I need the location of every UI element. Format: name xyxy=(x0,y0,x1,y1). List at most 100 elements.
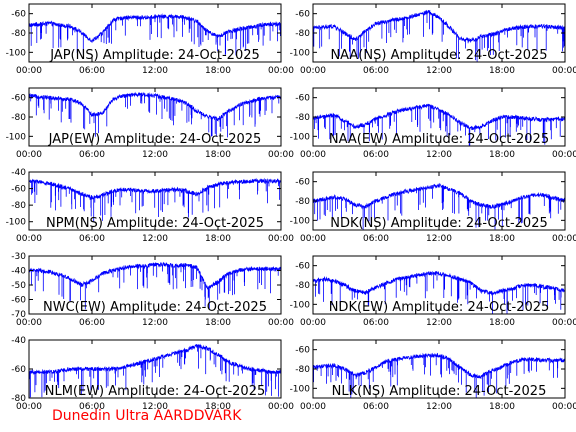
chart-title: NPM(NS) Amplitude: 24-Oct-2025 xyxy=(46,216,264,231)
amplitude-trace xyxy=(313,352,565,380)
y-tick-label: -80 xyxy=(11,201,26,211)
y-tick-label: -60 xyxy=(295,262,310,272)
y-tick-label: -80 xyxy=(295,365,310,375)
x-tick-label: 00:00 xyxy=(300,318,326,328)
x-tick-label: 18:00 xyxy=(489,402,515,412)
y-tick-label: -80 xyxy=(295,113,310,123)
x-tick-label: 06:00 xyxy=(363,318,389,328)
y-tick-label: -80 xyxy=(11,29,26,39)
x-tick-label: 18:00 xyxy=(205,150,231,160)
y-tick-label: -80 xyxy=(11,394,26,404)
amplitude-trace xyxy=(29,343,281,376)
x-tick-label: 12:00 xyxy=(426,150,452,160)
chart-panel: 00:00 06:00 12:00 18:00 00:00 -100 -80 -60 -40 NP… xyxy=(6,168,295,244)
x-tick-label: 00:00 xyxy=(300,66,326,76)
chart-panel: 00:00 06:00 12:00 18:00 00:00-80-60-40NLM(EW… xyxy=(11,336,294,412)
y-tick-label: -70 xyxy=(11,310,26,320)
x-tick-label: 00:00 xyxy=(300,150,326,160)
y-tick-label: -60 xyxy=(11,185,26,195)
amplitude-trace xyxy=(313,9,565,43)
x-tick-label: 12:00 xyxy=(426,318,452,328)
amplitude-trace-group xyxy=(29,13,281,56)
x-tick-label: 06:00 xyxy=(363,234,389,244)
x-tick-label: 18:00 xyxy=(489,150,515,160)
x-tick-label: 12:00 xyxy=(142,318,168,328)
chart-panel: 00:00 06:00 12:00 18:00 00:00 -100 -80 -60 NAA(N… xyxy=(290,3,576,76)
x-tick-label: 00:00 xyxy=(300,234,326,244)
x-tick-label: 06:00 xyxy=(79,234,105,244)
x-tick-label: 12:00 xyxy=(426,402,452,412)
x-tick-label: 00:00 xyxy=(552,234,576,244)
x-tick-label: 18:00 xyxy=(205,402,231,412)
chart-title: NAA(NS) Amplitude: 24-Oct-2025 xyxy=(330,48,547,63)
x-tick-label: 00:00 xyxy=(268,150,294,160)
chart-title: NAA(EW) Amplitude: 24-Oct-2025 xyxy=(329,132,549,147)
x-tick-label: 18:00 xyxy=(205,318,231,328)
chart-panel: 00:00 06:00 12:00 18:00 00:00 -100 -80 -60 JAP(N… xyxy=(6,3,294,76)
amplitude-spikes xyxy=(31,263,279,310)
x-tick-label: 00:00 xyxy=(16,402,42,412)
x-tick-label: 06:00 xyxy=(79,318,105,328)
amplitude-trace-group xyxy=(313,9,565,62)
amplitude-trace xyxy=(313,182,565,210)
y-tick-label: -100 xyxy=(6,218,27,228)
y-tick-label: -30 xyxy=(11,252,26,262)
chart-title: JAP(EW) Amplitude: 24-Oct-2025 xyxy=(48,132,262,147)
x-tick-label: 12:00 xyxy=(142,66,168,76)
y-tick-label: -100 xyxy=(6,132,27,142)
y-tick-label: -100 xyxy=(290,132,311,142)
amplitude-spikes xyxy=(313,353,559,398)
y-tick-label: -60 xyxy=(295,94,310,104)
chart-panel: 00:00 06:00 12:00 18:00 00:00 -100 -80 -60 JAP(E… xyxy=(6,87,294,160)
x-tick-label: 00:00 xyxy=(16,150,42,160)
x-tick-label: 06:00 xyxy=(79,402,105,412)
y-tick-label: -40 xyxy=(11,267,26,277)
x-tick-label: 00:00 xyxy=(552,66,576,76)
chart-panel: 00:00 06:00 12:00 18:00 00:00 -100 -80 -60 NAA(E… xyxy=(290,87,576,160)
amplitude-spikes xyxy=(31,179,280,222)
x-tick-label: 00:00 xyxy=(552,402,576,412)
amplitude-trace xyxy=(313,270,565,296)
chart-title: NDK(NS) Amplitude: 24-Oct-2025 xyxy=(330,216,548,231)
y-tick-label: -60 xyxy=(295,346,310,356)
x-tick-label: 00:00 xyxy=(300,402,326,412)
x-tick-label: 12:00 xyxy=(142,402,168,412)
y-tick-label: -60 xyxy=(11,10,26,20)
amplitude-spikes xyxy=(314,185,562,230)
y-tick-label: -100 xyxy=(6,48,27,58)
x-tick-label: 12:00 xyxy=(426,66,452,76)
y-tick-label: -60 xyxy=(11,94,26,104)
chart-panel: 00:00 06:00 12:00 18:00 00:00 -100 -80 -60 NDK(E… xyxy=(290,255,576,328)
x-tick-label: 00:00 xyxy=(268,66,294,76)
x-tick-label: 00:00 xyxy=(16,318,42,328)
x-tick-label: 12:00 xyxy=(142,234,168,244)
x-tick-label: 18:00 xyxy=(489,66,515,76)
y-tick-label: -80 xyxy=(295,197,310,207)
x-tick-label: 06:00 xyxy=(363,402,389,412)
amplitude-spikes xyxy=(313,10,565,62)
x-tick-label: 00:00 xyxy=(16,66,42,76)
x-tick-label: 18:00 xyxy=(205,234,231,244)
amplitude-trace-group xyxy=(29,261,281,310)
x-tick-label: 00:00 xyxy=(16,234,42,244)
x-tick-label: 00:00 xyxy=(268,318,294,328)
x-tick-label: 00:00 xyxy=(552,318,576,328)
y-tick-label: -40 xyxy=(11,168,26,178)
footer-label: Dunedin Ultra AARDDVARK xyxy=(52,408,242,424)
x-tick-label: 00:00 xyxy=(268,234,294,244)
y-tick-label: -100 xyxy=(290,384,311,394)
y-tick-label: -60 xyxy=(11,365,26,375)
x-tick-label: 06:00 xyxy=(79,150,105,160)
y-tick-label: -100 xyxy=(290,216,311,226)
y-tick-label: -100 xyxy=(290,48,311,58)
amplitude-spikes xyxy=(315,272,562,314)
y-tick-label: -80 xyxy=(295,29,310,39)
y-tick-label: -50 xyxy=(11,281,26,291)
x-tick-label: 06:00 xyxy=(79,66,105,76)
amplitude-spikes xyxy=(30,15,281,56)
amplitude-trace-group xyxy=(313,270,565,314)
chart-title: NLM(EW) Amplitude: 24-Oct-2025 xyxy=(45,384,266,399)
y-tick-label: -60 xyxy=(295,10,310,20)
y-tick-label: -80 xyxy=(295,281,310,291)
